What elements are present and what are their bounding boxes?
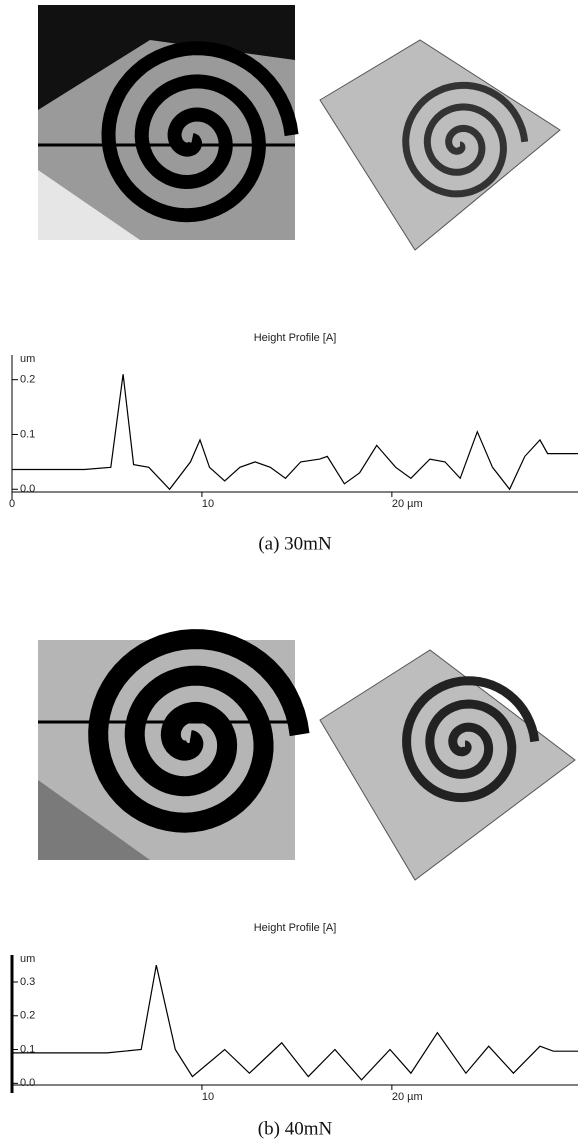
afm-image-b bbox=[38, 639, 300, 860]
caption: (a) 30mN bbox=[258, 533, 332, 554]
figure-page: Height Profile [A] um 0.0 0.1 0.2 0 10 20 µm (a)… bbox=[0, 0, 578, 1143]
afm-image-a bbox=[38, 5, 295, 240]
chart-title: Height Profile [A] bbox=[254, 332, 337, 344]
x-tick-label: 20 µm bbox=[392, 498, 423, 510]
x-tick-label: 10 bbox=[202, 498, 214, 510]
y-axis-label: um bbox=[20, 953, 35, 965]
afm-3d-a bbox=[320, 40, 560, 250]
y-tick-label: 0.2 bbox=[20, 374, 35, 386]
x-tick-label: 20 µm bbox=[392, 1091, 423, 1103]
y-tick-label: 0.0 bbox=[20, 1077, 35, 1089]
profile-line bbox=[12, 965, 578, 1080]
y-tick-label: 0.1 bbox=[20, 1043, 35, 1055]
y-tick-label: 0.1 bbox=[20, 428, 35, 440]
figure: Height Profile [A] um 0.0 0.1 0.2 0 10 20 µm (a)… bbox=[0, 0, 578, 1143]
caption: (b) 40mN bbox=[258, 1118, 333, 1139]
y-axis-label: um bbox=[20, 353, 35, 365]
x-tick-label: 0 bbox=[9, 498, 15, 510]
afm-3d-b bbox=[320, 650, 575, 880]
profile-line bbox=[12, 374, 578, 489]
y-tick-label: 0.3 bbox=[20, 976, 35, 988]
x-tick-label: 10 bbox=[202, 1091, 214, 1103]
chart-title: Height Profile [A] bbox=[254, 922, 337, 934]
y-tick-label: 0.2 bbox=[20, 1010, 35, 1022]
y-tick-label: 0.0 bbox=[20, 483, 35, 495]
